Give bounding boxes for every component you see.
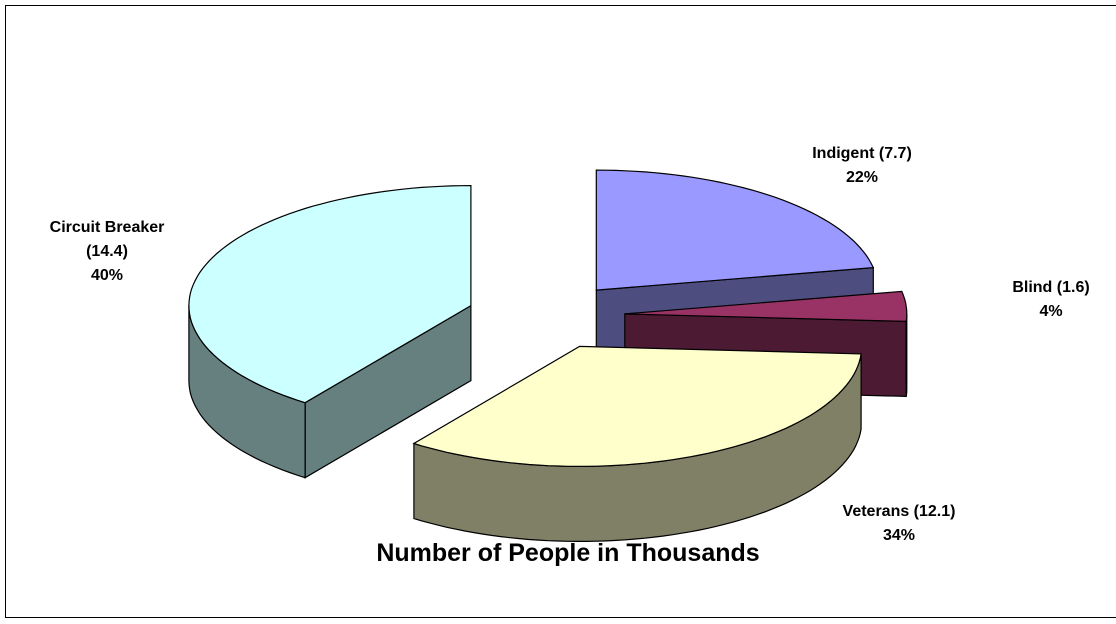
slice (188, 184, 472, 404)
chart (188, 169, 908, 542)
category-label: Circuit Breaker (14.4) (49, 219, 165, 260)
category-label: Indigent (7.7) (812, 145, 912, 162)
slice-label: Blind (1.6) 4% (1012, 276, 1089, 324)
category-label: Blind (1.6) (1012, 279, 1090, 296)
slice-wall (905, 313, 908, 397)
slice-label: Circuit Breaker (14.4) 40% (27, 216, 187, 288)
value-label: 40% (90, 267, 124, 284)
slice (624, 290, 908, 323)
chart-frame: Number of People in Thousands Indigent (… (5, 5, 1116, 618)
category-label: Veterans (12.1) (842, 503, 956, 520)
value-label: 22% (845, 169, 879, 186)
chart-title: Number of People in Thousands (376, 539, 760, 567)
slice-label: Veterans (12.1) 34% (843, 500, 956, 548)
slice-label: Indigent (7.7) 22% (812, 142, 912, 190)
slice (412, 345, 862, 467)
slice (595, 169, 875, 291)
value-label: 4% (1039, 303, 1063, 320)
value-label: 34% (882, 527, 916, 544)
